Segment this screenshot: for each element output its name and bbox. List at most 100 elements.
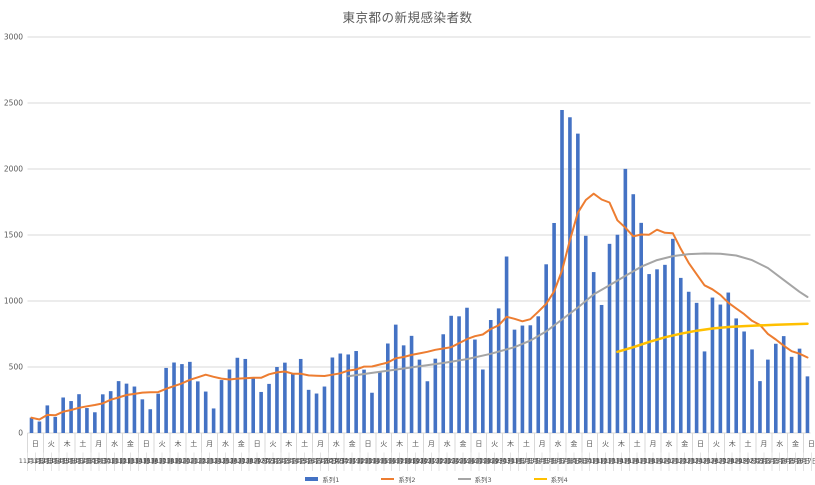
bar[interactable] [53, 416, 58, 433]
bar[interactable] [219, 380, 224, 433]
bar[interactable] [124, 383, 129, 433]
legend-entry[interactable]: 系列1 [305, 474, 339, 484]
bar[interactable] [552, 222, 556, 433]
bar[interactable] [797, 348, 802, 433]
bar[interactable] [481, 369, 485, 433]
bar[interactable] [781, 336, 786, 433]
bar[interactable] [734, 318, 739, 433]
bar[interactable] [433, 358, 438, 433]
bar[interactable] [647, 274, 651, 433]
bar[interactable] [805, 376, 810, 433]
bar[interactable] [93, 412, 97, 433]
bar[interactable] [164, 367, 168, 433]
bar[interactable] [140, 399, 145, 433]
line-series[interactable] [30, 192, 809, 421]
bar[interactable] [243, 358, 248, 433]
bar[interactable] [686, 291, 691, 433]
bar[interactable] [251, 377, 256, 433]
bar[interactable] [172, 362, 176, 433]
bar[interactable] [663, 264, 667, 433]
bar[interactable] [180, 364, 184, 433]
bar[interactable] [742, 331, 746, 433]
bar[interactable] [789, 356, 794, 433]
bar[interactable] [623, 168, 628, 434]
bar[interactable] [457, 316, 461, 433]
bar[interactable] [520, 325, 525, 433]
bar[interactable] [488, 320, 493, 433]
bar[interactable] [290, 373, 295, 433]
bar[interactable] [441, 334, 446, 433]
legend-entry[interactable]: 系列3 [457, 474, 492, 484]
bar[interactable] [528, 325, 533, 433]
bar[interactable] [69, 401, 73, 433]
bar[interactable] [235, 357, 240, 433]
line-series[interactable] [616, 322, 809, 354]
bar[interactable] [536, 316, 541, 433]
bar[interactable] [544, 264, 548, 433]
bar[interactable] [568, 117, 572, 434]
bar[interactable] [758, 381, 762, 433]
bar[interactable] [599, 304, 604, 433]
bar[interactable] [417, 359, 422, 433]
bar[interactable] [631, 194, 636, 433]
bar[interactable] [330, 357, 335, 433]
bar[interactable] [211, 408, 216, 433]
bar[interactable] [655, 269, 659, 433]
bar[interactable] [576, 133, 580, 433]
bar[interactable] [473, 339, 477, 433]
bar[interactable] [61, 397, 65, 433]
bar[interactable] [639, 222, 643, 433]
bar[interactable] [694, 302, 699, 433]
legend-entry[interactable]: 系列4 [533, 474, 568, 484]
bar[interactable] [132, 386, 137, 433]
bar[interactable] [259, 391, 263, 433]
bar[interactable] [156, 393, 160, 433]
bar[interactable] [378, 372, 382, 433]
bar[interactable] [393, 324, 398, 433]
bar[interactable] [195, 381, 200, 433]
bar[interactable] [386, 343, 390, 433]
bar[interactable] [267, 383, 271, 433]
bar[interactable] [425, 381, 430, 433]
bar[interactable] [773, 343, 778, 433]
bar[interactable] [188, 361, 192, 433]
bar[interactable] [77, 394, 81, 433]
bar[interactable] [100, 394, 105, 433]
bar[interactable] [108, 391, 113, 433]
bar[interactable] [362, 369, 366, 433]
legend-entry[interactable]: 系列2 [381, 474, 416, 484]
line-series[interactable] [347, 252, 809, 378]
bar[interactable] [702, 351, 707, 433]
bar[interactable] [465, 307, 469, 433]
bar[interactable] [283, 362, 287, 433]
bar[interactable] [504, 256, 509, 433]
bar[interactable] [591, 272, 596, 433]
bar[interactable] [298, 358, 303, 433]
bar[interactable] [766, 359, 770, 433]
bar[interactable] [148, 409, 153, 433]
bar[interactable] [710, 297, 715, 433]
bar[interactable] [750, 349, 754, 433]
bar[interactable] [346, 354, 351, 433]
bar[interactable] [322, 386, 327, 433]
bar[interactable] [496, 308, 501, 433]
bar[interactable] [203, 391, 208, 433]
bar[interactable] [306, 389, 311, 433]
bar[interactable] [275, 367, 279, 433]
bar[interactable] [409, 335, 414, 433]
bar[interactable] [370, 392, 374, 433]
bar[interactable] [314, 393, 319, 433]
bar[interactable] [449, 315, 453, 433]
bar[interactable] [678, 277, 683, 433]
bar[interactable] [116, 381, 121, 433]
bar[interactable] [338, 353, 343, 433]
bar[interactable] [354, 351, 358, 433]
bar[interactable] [615, 234, 620, 433]
bar[interactable] [583, 235, 588, 433]
bar[interactable] [45, 405, 50, 433]
bar[interactable] [29, 417, 34, 433]
bar[interactable] [512, 329, 517, 433]
bar[interactable] [85, 408, 89, 433]
bar[interactable] [401, 345, 406, 433]
bar[interactable] [37, 421, 42, 433]
